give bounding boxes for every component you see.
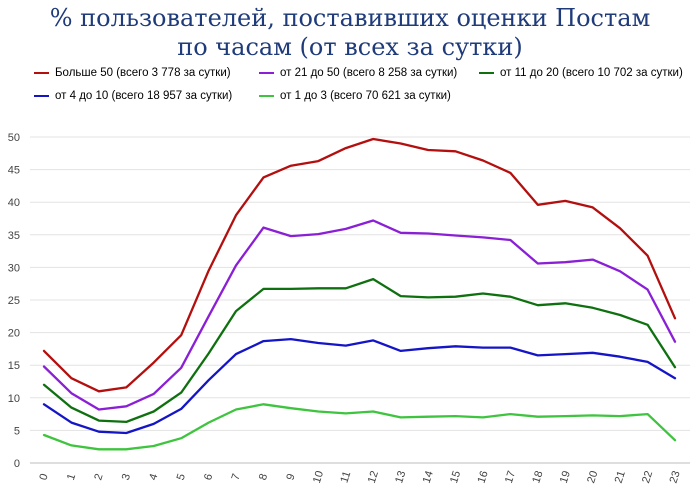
x-tick-label: 0 bbox=[37, 472, 50, 482]
legend-swatch bbox=[259, 71, 274, 75]
x-tick-label: 15 bbox=[448, 469, 463, 484]
y-tick-label: 35 bbox=[8, 230, 20, 242]
x-tick-label: 8 bbox=[257, 472, 270, 482]
legend-label: от 21 до 50 (всего 8 258 за сутки) bbox=[280, 67, 458, 79]
x-tick-label: 11 bbox=[338, 470, 353, 485]
series-line bbox=[42, 277, 677, 424]
chart-title: % пользователей, поставивших оценки Пост… bbox=[0, 4, 700, 62]
x-tick-label: 2 bbox=[92, 472, 105, 482]
x-tick-label: 16 bbox=[476, 469, 491, 484]
y-tick-label: 40 bbox=[8, 197, 20, 209]
y-tick-label: 30 bbox=[8, 262, 20, 274]
x-tick-label: 5 bbox=[175, 472, 188, 482]
legend-swatch bbox=[34, 94, 49, 98]
x-tick-label: 4 bbox=[147, 472, 160, 482]
x-tick-label: 18 bbox=[530, 469, 545, 484]
chart-title-line2: по часам (от всех за сутки) bbox=[177, 33, 523, 61]
legend-label: от 1 до 3 (всего 70 621 за сутки) bbox=[280, 90, 451, 102]
x-tick-label: 13 bbox=[393, 469, 408, 484]
x-tick-label: 19 bbox=[558, 469, 573, 484]
legend-label: от 4 до 10 (всего 18 957 за сутки) bbox=[55, 90, 233, 102]
x-tick-label: 7 bbox=[230, 472, 243, 482]
y-tick-label: 50 bbox=[8, 132, 20, 144]
legend-swatch bbox=[479, 71, 494, 75]
x-tick-label: 9 bbox=[284, 472, 297, 482]
y-tick-label: 10 bbox=[8, 393, 20, 405]
legend-swatch bbox=[34, 71, 49, 75]
x-tick-label: 1 bbox=[65, 472, 78, 482]
x-tick-label: 14 bbox=[421, 469, 436, 484]
x-tick-label: 22 bbox=[640, 469, 655, 484]
legend-swatch bbox=[259, 94, 274, 98]
legend-label: от 11 до 20 (всего 10 702 за сутки) bbox=[500, 67, 683, 79]
x-tick-label: 3 bbox=[120, 472, 133, 482]
x-tick-label: 6 bbox=[202, 472, 215, 482]
legend-item: от 21 до 50 (всего 8 258 за сутки) bbox=[259, 67, 457, 79]
x-tick-label: 12 bbox=[366, 469, 381, 484]
series-line bbox=[42, 403, 677, 451]
chart-title-line1: % пользователей, поставивших оценки Пост… bbox=[49, 4, 651, 32]
x-tick-label: 17 bbox=[503, 469, 518, 484]
x-tick-label: 20 bbox=[585, 469, 600, 484]
legend-label: Больше 50 (всего 3 778 за сутки) bbox=[55, 67, 231, 79]
x-tick-label: 21 bbox=[613, 469, 628, 484]
x-tick-label: 10 bbox=[311, 469, 326, 484]
y-tick-label: 5 bbox=[14, 425, 20, 437]
y-tick-label: 45 bbox=[8, 165, 20, 177]
y-tick-label: 25 bbox=[8, 295, 20, 307]
legend-item: от 4 до 10 (всего 18 957 за сутки) bbox=[34, 90, 232, 102]
series-line bbox=[42, 219, 677, 411]
y-tick-label: 0 bbox=[14, 458, 20, 470]
y-tick-label: 15 bbox=[8, 360, 20, 372]
series-line bbox=[42, 137, 677, 393]
legend-item: Больше 50 (всего 3 778 за сутки) bbox=[34, 67, 231, 79]
legend-item: от 1 до 3 (всего 70 621 за сутки) bbox=[259, 90, 451, 102]
x-tick-label: 23 bbox=[668, 469, 683, 484]
y-tick-label: 20 bbox=[8, 328, 20, 340]
legend: Больше 50 (всего 3 778 за сутки) от 21 д… bbox=[0, 0, 700, 110]
legend-item: от 11 до 20 (всего 10 702 за сутки) bbox=[479, 67, 683, 79]
series-line bbox=[42, 337, 677, 435]
